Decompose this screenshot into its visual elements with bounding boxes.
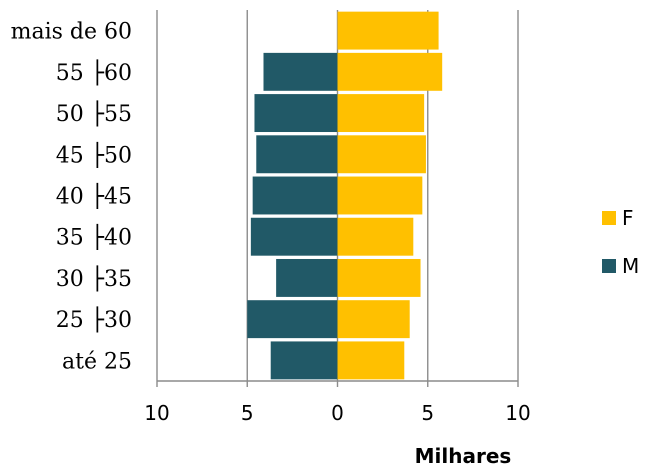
category-label-0: mais de 60 <box>11 20 132 45</box>
bar-M-5 <box>250 217 338 256</box>
x-tick-label-4: 10 <box>505 401 530 425</box>
category-label-6: 30 ├35 <box>56 265 132 292</box>
bar-M-2 <box>254 94 338 133</box>
category-label-7: 25 ├30 <box>56 306 132 333</box>
bar-M-1 <box>263 52 338 91</box>
category-labels: mais de 60 55 ├60 50 ├55 45 ├50 40 ├45 35 ├40… <box>11 20 132 375</box>
bar-F-0 <box>337 11 439 50</box>
category-label-2: 50 ├55 <box>56 100 132 127</box>
x-tick-label-2: 0 <box>331 401 344 425</box>
bars <box>247 11 443 380</box>
x-axis-title: Milhares <box>415 444 512 466</box>
bar-F-2 <box>337 94 425 133</box>
bar-F-1 <box>337 52 443 91</box>
bar-M-4 <box>252 176 338 215</box>
legend-swatch-F <box>602 211 616 225</box>
x-tick-label-0: 10 <box>144 401 169 425</box>
legend: FM <box>602 206 639 278</box>
bar-M-7 <box>247 300 338 339</box>
bar-M-6 <box>276 258 338 297</box>
bar-F-6 <box>337 258 421 297</box>
x-axis: 10 5 0 5 10 <box>144 380 531 425</box>
bar-F-4 <box>337 176 423 215</box>
bar-M-8 <box>270 341 338 380</box>
x-tick-label-3: 5 <box>421 401 434 425</box>
bar-F-3 <box>337 135 426 174</box>
bar-F-7 <box>337 300 410 339</box>
category-label-4: 40 ├45 <box>56 183 132 210</box>
x-tick-label-1: 5 <box>241 401 254 425</box>
bar-F-8 <box>337 341 405 380</box>
category-label-5: 35 ├40 <box>56 224 132 251</box>
bar-F-5 <box>337 217 414 256</box>
bar-M-3 <box>256 135 338 174</box>
category-label-3: 45 ├50 <box>56 141 132 168</box>
category-label-1: 55 ├60 <box>56 59 132 86</box>
legend-label-M: M <box>622 254 639 278</box>
legend-label-F: F <box>622 206 634 230</box>
category-label-8: até 25 <box>62 349 132 374</box>
legend-swatch-M <box>602 259 616 273</box>
